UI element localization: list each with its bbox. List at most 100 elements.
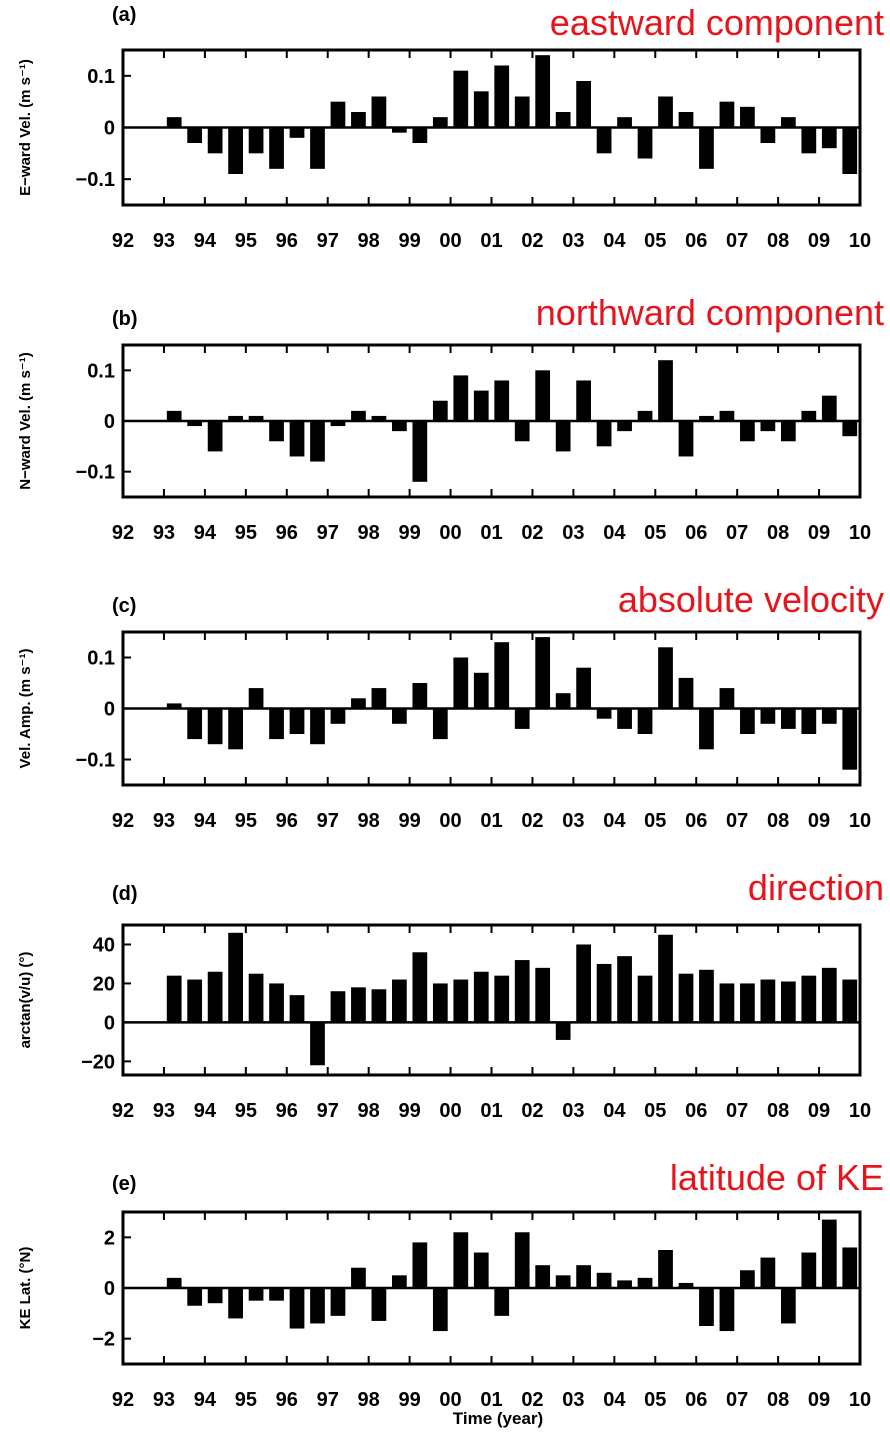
x-tick-label: 07 <box>726 1100 748 1122</box>
data-bar <box>678 1282 694 1288</box>
data-bar <box>699 969 714 1023</box>
x-tick-label: 99 <box>398 1389 420 1411</box>
data-bar <box>453 657 469 709</box>
x-tick-label: 02 <box>521 522 543 544</box>
data-bar <box>658 934 673 1023</box>
data-bar <box>351 1267 366 1288</box>
data-bar <box>596 1272 612 1288</box>
data-bar <box>248 688 264 709</box>
panel-b: (b) northward component 0.1 0 −0.1 92 93 94 95 96… <box>17 292 884 544</box>
data-bar <box>392 979 407 1023</box>
data-bar <box>801 410 817 421</box>
data-bar <box>637 1277 653 1288</box>
y-axis-title: arctan(v/u) (°) <box>17 952 34 1049</box>
x-tick-label: 01 <box>480 1389 502 1411</box>
x-tick-label: 01 <box>480 1100 502 1122</box>
y-axis-title: KE Lat. (°N) <box>17 1247 34 1330</box>
data-bar <box>494 380 510 421</box>
x-tick-label: 95 <box>235 230 257 252</box>
x-tick-label: 01 <box>480 230 502 252</box>
data-bar <box>514 708 530 729</box>
y-tick-label: 0.1 <box>87 648 115 670</box>
data-bar <box>166 703 182 709</box>
data-bar <box>842 979 858 1023</box>
data-bar <box>166 117 182 128</box>
x-tick-label: 10 <box>849 810 871 832</box>
data-bar <box>187 979 203 1023</box>
data-bar <box>453 1232 469 1288</box>
data-bar <box>392 127 407 133</box>
x-tick-label: 07 <box>726 230 748 252</box>
data-bar <box>310 708 325 745</box>
data-bar <box>699 708 714 750</box>
data-bar <box>248 415 264 421</box>
x-tick-label: 06 <box>685 522 707 544</box>
x-tick-label: 04 <box>603 522 626 544</box>
x-tick-label: 09 <box>808 810 830 832</box>
data-bar <box>494 65 510 128</box>
data-bar <box>555 1022 571 1040</box>
data-bar <box>699 415 714 421</box>
data-bar <box>330 1288 346 1316</box>
data-bar <box>678 973 694 1023</box>
x-tick-label: 98 <box>358 230 380 252</box>
data-bar <box>740 1270 755 1288</box>
data-bar <box>555 112 571 128</box>
data-bar <box>617 956 632 1023</box>
data-bar <box>740 983 755 1023</box>
data-bar <box>719 983 735 1023</box>
x-tick-label: 94 <box>194 230 217 252</box>
data-bar <box>228 708 243 750</box>
data-bar <box>187 708 203 740</box>
y-tick-label: −0.1 <box>76 169 115 191</box>
x-tick-label: 02 <box>521 1389 543 1411</box>
data-bar <box>637 127 653 159</box>
data-bar <box>801 975 817 1023</box>
data-bar <box>780 981 796 1023</box>
x-tick-label: 98 <box>358 1389 380 1411</box>
data-bar <box>310 1022 325 1066</box>
panel-label: (a) <box>112 4 136 26</box>
data-bar <box>658 360 673 421</box>
y-tick-label: 0.1 <box>87 360 115 382</box>
data-bar <box>248 973 264 1023</box>
x-tick-label: 04 <box>603 810 626 832</box>
y-tick-label: −0.1 <box>76 462 115 484</box>
data-bar <box>760 1257 776 1288</box>
data-bar <box>269 127 284 169</box>
x-tick-label: 06 <box>685 1100 707 1122</box>
x-tick-label: 94 <box>194 522 217 544</box>
data-bar <box>678 112 694 128</box>
x-tick-label: 10 <box>849 1100 871 1122</box>
panel-a: (a) eastward component 0.1 0 −0.1 92 93 94 95 96 9… <box>17 2 884 252</box>
x-tick-label: 95 <box>235 810 257 832</box>
data-bar <box>658 1250 673 1288</box>
data-bar <box>207 127 223 154</box>
x-tick-label: 03 <box>562 810 584 832</box>
x-tick-label: 95 <box>235 1389 257 1411</box>
x-tick-label: 03 <box>562 230 584 252</box>
data-bar <box>821 127 837 149</box>
data-bar <box>453 70 469 128</box>
y-tick-label: 0 <box>104 118 115 140</box>
x-tick-label: 03 <box>562 522 584 544</box>
data-bar <box>412 421 428 482</box>
plot-frame <box>121 48 862 207</box>
x-tick-label: 02 <box>521 810 543 832</box>
data-bar <box>412 1242 428 1288</box>
x-tick-label: 95 <box>235 522 257 544</box>
panel-d: (d) direction 40 20 0 −20 92 93 94 95 96 97 98 99 00 01… <box>17 867 884 1122</box>
x-tick-label: 98 <box>358 522 380 544</box>
data-bar <box>576 1265 591 1288</box>
data-bar <box>760 979 776 1023</box>
data-bar <box>473 672 489 709</box>
y-tick-label: −20 <box>81 1051 115 1073</box>
x-tick-label: 09 <box>808 230 830 252</box>
data-bar <box>842 127 858 174</box>
x-tick-label: 00 <box>439 230 461 252</box>
y-axis-title: N−ward Vel. (m s⁻¹) <box>17 352 34 490</box>
x-tick-label: 05 <box>644 1100 666 1122</box>
data-bar <box>269 983 284 1023</box>
data-bar <box>392 421 407 432</box>
